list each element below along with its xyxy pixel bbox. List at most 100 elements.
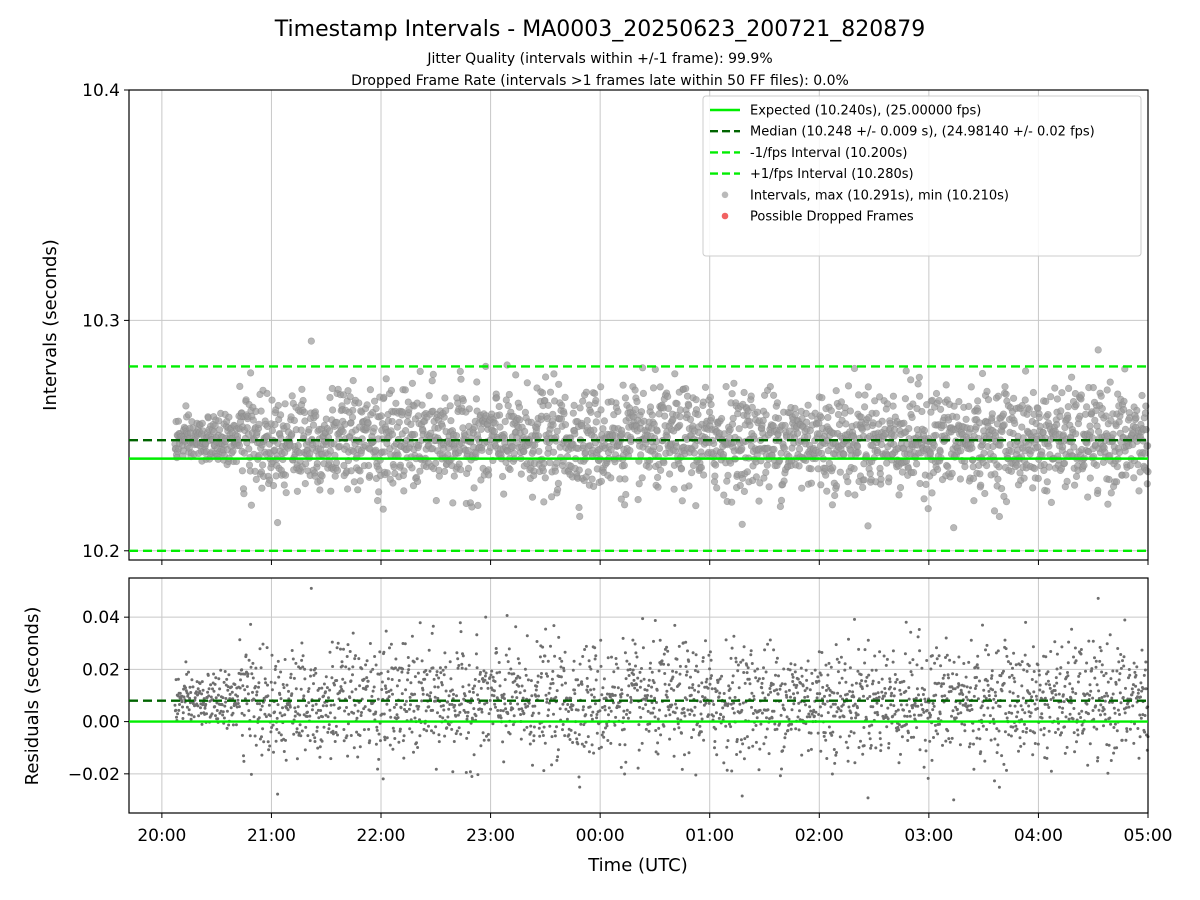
residual-point xyxy=(522,728,526,732)
interval-point xyxy=(639,389,648,398)
residual-point xyxy=(292,676,296,680)
interval-point xyxy=(990,507,999,515)
residual-point xyxy=(375,728,379,732)
residual-point xyxy=(589,688,593,692)
residual-point xyxy=(936,717,940,721)
residual-point xyxy=(561,702,565,706)
residual-point xyxy=(491,675,495,679)
residual-point xyxy=(214,676,218,680)
interval-point xyxy=(1047,393,1055,401)
residual-point xyxy=(649,661,652,665)
interval-point xyxy=(915,373,923,381)
residual-point xyxy=(764,735,768,739)
residual-point xyxy=(330,676,334,680)
residual-point xyxy=(632,673,636,676)
residual-point xyxy=(391,726,395,730)
residual-point xyxy=(281,683,285,686)
residual-point xyxy=(282,750,286,753)
residual-point xyxy=(412,709,416,713)
residual-point xyxy=(329,757,333,761)
interval-point xyxy=(1051,384,1059,392)
residual-point xyxy=(314,702,318,706)
residual-point xyxy=(248,727,251,731)
residual-point xyxy=(474,652,478,656)
interval-point xyxy=(1093,461,1101,469)
residual-point xyxy=(746,666,750,670)
residual-point xyxy=(532,734,536,738)
residual-point xyxy=(197,714,201,718)
residual-point xyxy=(826,711,830,715)
residual-point xyxy=(655,688,659,692)
interval-point xyxy=(281,400,289,408)
residual-point xyxy=(667,683,671,687)
residual-point xyxy=(662,662,666,666)
interval-point xyxy=(673,443,681,451)
residual-point xyxy=(766,693,770,697)
residual-point xyxy=(692,713,696,717)
residual-point xyxy=(421,692,425,696)
residual-point xyxy=(915,687,919,691)
residual-point xyxy=(791,675,795,679)
interval-point xyxy=(1088,434,1097,442)
residual-point xyxy=(675,657,679,661)
residual-point xyxy=(438,666,442,670)
interval-point xyxy=(491,419,499,427)
residual-point xyxy=(333,740,337,743)
interval-point xyxy=(1104,500,1112,508)
residual-point xyxy=(826,699,829,703)
residual-point xyxy=(740,708,744,712)
residual-point xyxy=(614,657,618,660)
interval-point xyxy=(793,429,802,437)
residual-point xyxy=(666,663,670,667)
residual-point xyxy=(315,725,319,729)
residual-point xyxy=(610,655,613,659)
residual-point xyxy=(453,709,457,713)
residual-point xyxy=(976,654,980,658)
residual-point xyxy=(672,688,676,692)
interval-point xyxy=(933,465,942,474)
residual-point xyxy=(635,688,639,692)
residual-point xyxy=(335,679,339,682)
residual-point xyxy=(358,684,362,688)
residual-point xyxy=(967,660,971,664)
residual-point xyxy=(800,674,804,678)
residual-point xyxy=(537,726,541,730)
residual-point xyxy=(988,714,992,718)
residual-point xyxy=(633,686,637,690)
residual-point xyxy=(558,657,562,660)
residual-point xyxy=(290,649,294,652)
residual-point xyxy=(538,655,542,659)
interval-point xyxy=(976,470,984,478)
interval-point xyxy=(477,425,485,433)
residual-point xyxy=(838,715,842,719)
chart-title: Timestamp Intervals - MA0003_20250623_20… xyxy=(274,17,925,42)
residual-point xyxy=(786,729,790,732)
interval-point xyxy=(446,402,454,410)
residual-point xyxy=(925,708,929,712)
interval-point xyxy=(1002,498,1011,506)
residual-point xyxy=(778,687,782,691)
residual-point xyxy=(437,676,441,680)
residual-point xyxy=(349,679,353,683)
residual-point xyxy=(779,713,783,717)
interval-point xyxy=(1060,459,1069,467)
residual-point xyxy=(915,726,919,730)
interval-point xyxy=(493,394,501,402)
interval-point xyxy=(747,392,755,400)
interval-point xyxy=(299,396,307,405)
residual-point xyxy=(742,671,746,674)
interval-point xyxy=(900,419,908,427)
residual-point xyxy=(266,740,270,744)
interval-point xyxy=(932,431,940,439)
residual-point xyxy=(993,690,997,694)
residual-point xyxy=(346,754,350,758)
interval-point xyxy=(1058,443,1067,451)
residual-point xyxy=(668,737,672,741)
residual-point xyxy=(725,768,729,772)
residual-point xyxy=(498,670,502,674)
residual-point xyxy=(806,749,810,753)
residual-point xyxy=(524,673,528,677)
interval-point xyxy=(774,414,783,422)
legend-label: Median (10.248 +/- 0.009 s), (24.98140 +… xyxy=(750,125,1095,140)
residual-point xyxy=(983,759,987,763)
